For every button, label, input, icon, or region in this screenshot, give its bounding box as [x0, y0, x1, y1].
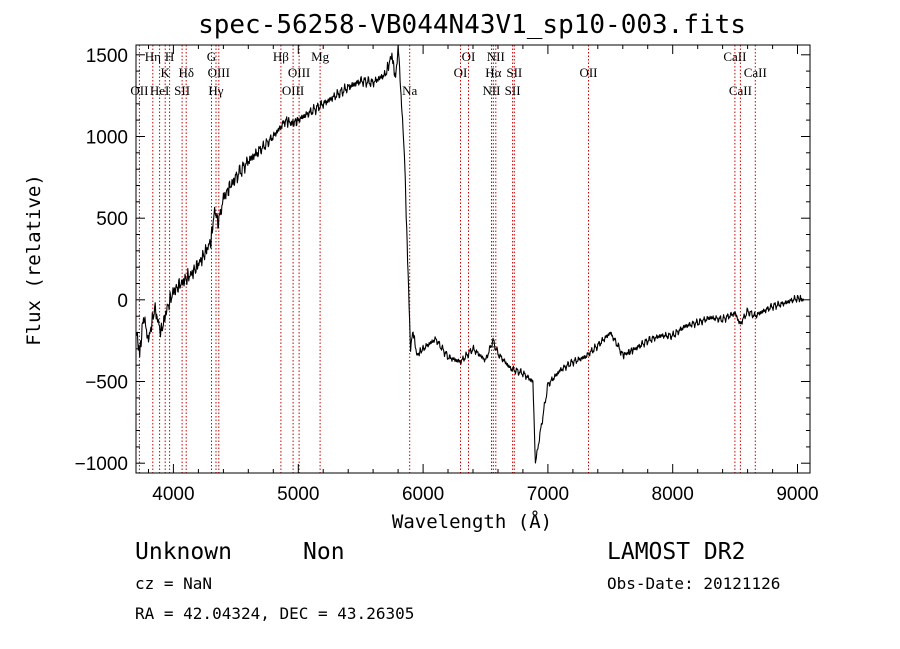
x-tick-label: 6000 — [402, 484, 444, 505]
y-tick-label: −1000 — [75, 454, 128, 475]
spectral-line-label: OIII — [288, 65, 310, 80]
y-tick-label: 1000 — [86, 128, 128, 149]
spectral-line-label: NII — [482, 83, 500, 98]
spectral-line-label: Hα — [485, 65, 501, 80]
object-class: Unknown — [135, 539, 232, 565]
x-axis-label: Wavelength (Å) — [392, 510, 552, 533]
spectral-line-label: OII — [579, 65, 597, 80]
survey-name: LAMOST DR2 — [607, 539, 745, 565]
spectral-line-label: Mg — [311, 49, 330, 64]
y-tick-label: −500 — [85, 373, 128, 394]
spectral-line-label: OIII — [208, 65, 230, 80]
y-tick-label: 0 — [117, 291, 128, 312]
object-subclass: Non — [303, 539, 345, 565]
spectral-line-label: K — [161, 65, 171, 80]
spectral-line-markers — [138, 45, 756, 473]
chart-title: spec-56258-VB044N43V1_sp10-003.fits — [198, 10, 746, 40]
spectral-line-label: Hδ — [178, 65, 194, 80]
spectral-line-label: OII — [130, 83, 148, 98]
spectral-line-label: CaII — [723, 49, 746, 64]
spectral-line-label: Hη — [145, 49, 161, 64]
x-tick-label: 5000 — [277, 484, 319, 505]
spectrum-trace — [135, 44, 805, 464]
y-axis-ticks: −1000 −500 0 500 1000 1500 — [75, 46, 810, 475]
x-axis-ticks: 4000 5000 6000 7000 8000 9000 — [148, 45, 819, 505]
spectral-line-label: HeI — [150, 83, 170, 98]
spectral-line-label: SII — [174, 83, 190, 98]
spectral-line-label: OIII — [282, 83, 304, 98]
spectral-line-label: Hγ — [208, 83, 223, 98]
spectral-line-label: CaII — [729, 83, 752, 98]
x-tick-label: 9000 — [776, 484, 818, 505]
spectral-line-label: OI — [454, 65, 468, 80]
plot-frame — [135, 44, 811, 474]
spectral-line-label: G — [207, 49, 216, 64]
y-axis-label: Flux (relative) — [23, 174, 45, 346]
x-tick-label: 8000 — [652, 484, 694, 505]
spectral-line-label: Na — [402, 83, 417, 98]
spectral-line-label: OI — [462, 49, 476, 64]
spectral-line-label: SII — [505, 83, 521, 98]
spectral-line-label: Hβ — [273, 49, 289, 64]
spectral-line-label: CaII — [744, 65, 767, 80]
x-tick-label: 7000 — [527, 484, 569, 505]
y-tick-label: 500 — [96, 209, 128, 230]
y-tick-label: 1500 — [86, 46, 128, 67]
coordinates: RA = 42.04324, DEC = 43.26305 — [135, 604, 414, 623]
x-tick-label: 4000 — [152, 484, 194, 505]
redshift-cz: cz = NaN — [135, 574, 212, 593]
spectral-line-label: SII — [506, 65, 522, 80]
observation-date: Obs-Date: 20121126 — [607, 574, 780, 593]
spectral-line-label: NII — [487, 49, 505, 64]
spectral-line-label: H — [165, 49, 174, 64]
